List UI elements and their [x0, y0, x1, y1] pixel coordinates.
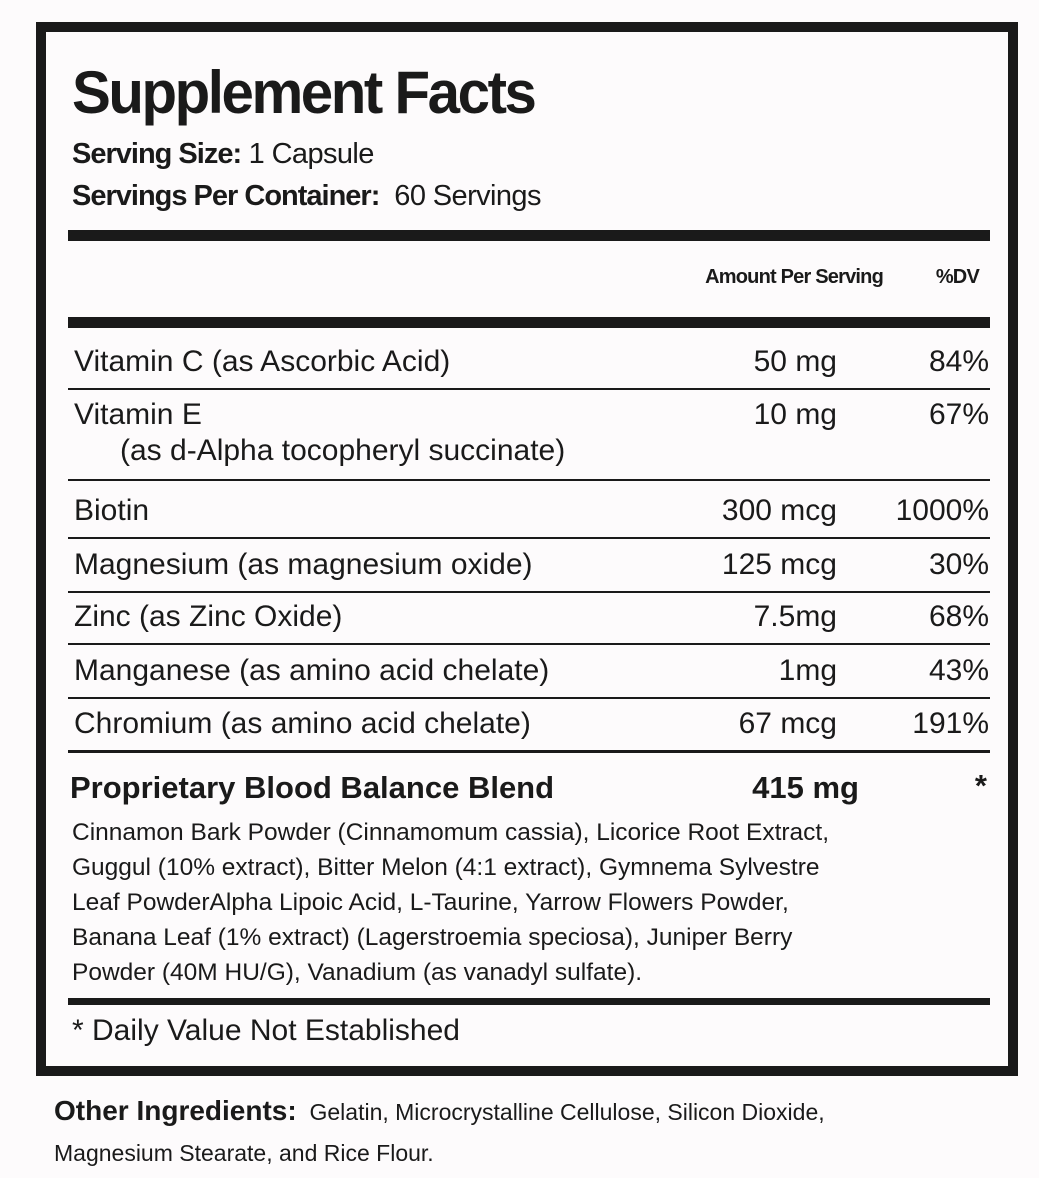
nutrient-dv: 30% — [928, 548, 989, 581]
ingredients-line: Leaf PowderAlpha Lipoic Acid, L-Taurine,… — [72, 889, 789, 916]
nutrient-amount: 1mg — [778, 654, 837, 687]
nutrient-subname: (as d-Alpha tocopheryl succinate) — [120, 434, 566, 467]
row-divider — [68, 591, 990, 593]
nutrient-amount: 125 mcg — [721, 548, 837, 581]
serving-size-value: 1 Capsule — [248, 138, 375, 170]
ingredients-line: Cinnamon Bark Powder (Cinnamomum cassia)… — [72, 819, 830, 846]
row-divider — [68, 537, 990, 539]
nutrient-dv: 1000% — [895, 494, 989, 527]
servings-per-container: Servings Per Container: 60 Servings — [72, 180, 541, 213]
row-divider — [68, 643, 990, 645]
ingredients-line: Banana Leaf (1% extract) (Lagerstroemia … — [72, 924, 793, 951]
nutrient-dv: 191% — [912, 707, 989, 740]
servings-per-container-label: Servings Per Container: — [72, 180, 380, 212]
nutrient-name: Biotin — [74, 494, 150, 527]
thick-divider — [68, 230, 990, 241]
nutrient-amount: 7.5mg — [753, 600, 837, 633]
panel-title: Supplement Facts — [72, 59, 537, 126]
other-ingredients: Other Ingredients: Gelatin, Microcrystal… — [54, 1090, 825, 1174]
nutrient-dv: 43% — [928, 654, 989, 687]
other-ingredients-line: Gelatin, Microcrystalline Cellulose, Sil… — [309, 1099, 825, 1125]
blend-name: Proprietary Blood Balance Blend — [70, 770, 555, 805]
nutrient-name: Magnesium (as magnesium oxide) — [74, 548, 533, 581]
nutrient-amount: 10 mg — [753, 398, 837, 431]
supplement-facts-panel — [36, 22, 1018, 1076]
blend-ingredients: Cinnamon Bark Powder (Cinnamomum cassia)… — [72, 815, 972, 990]
row-divider — [68, 479, 990, 481]
ingredients-line: Powder (40M HU/G), Vanadium (as vanadyl … — [72, 959, 643, 986]
nutrient-dv: 84% — [928, 345, 989, 378]
row-divider — [68, 697, 990, 699]
nutrient-name: Vitamin E — [74, 398, 202, 431]
nutrient-dv: 68% — [928, 600, 989, 633]
serving-size-label: Serving Size: — [72, 138, 242, 170]
blend-amount: 415 mg — [752, 770, 859, 805]
nutrient-name: Chromium (as amino acid chelate) — [74, 707, 531, 740]
nutrient-name: Vitamin C (as Ascorbic Acid) — [74, 345, 451, 378]
thick-divider — [68, 317, 990, 328]
other-ingredients-line: Magnesium Stearate, and Rice Flour. — [54, 1140, 434, 1166]
thick-divider — [68, 998, 990, 1005]
nutrient-name: Zinc (as Zinc Oxide) — [74, 600, 343, 633]
nutrient-dv: 67% — [928, 398, 989, 431]
footnote: * Daily Value Not Established — [72, 1014, 460, 1047]
other-ingredients-label: Other Ingredients: — [54, 1095, 297, 1126]
ingredients-line: Guggul (10% extract), Bitter Melon (4:1 … — [72, 854, 820, 881]
serving-size: Serving Size: 1 Capsule — [72, 138, 374, 171]
row-divider — [68, 388, 990, 390]
blend-dv: * — [974, 768, 987, 803]
nutrient-amount: 300 mcg — [721, 494, 837, 527]
amount-per-serving-header: Amount Per Serving — [705, 266, 884, 288]
nutrient-name: Manganese (as amino acid chelate) — [74, 654, 550, 687]
nutrient-amount: 50 mg — [753, 345, 837, 378]
nutrient-amount: 67 mcg — [738, 707, 837, 740]
servings-per-container-value: 60 Servings — [394, 180, 541, 212]
dv-header: %DV — [935, 266, 980, 288]
row-divider — [68, 750, 990, 753]
